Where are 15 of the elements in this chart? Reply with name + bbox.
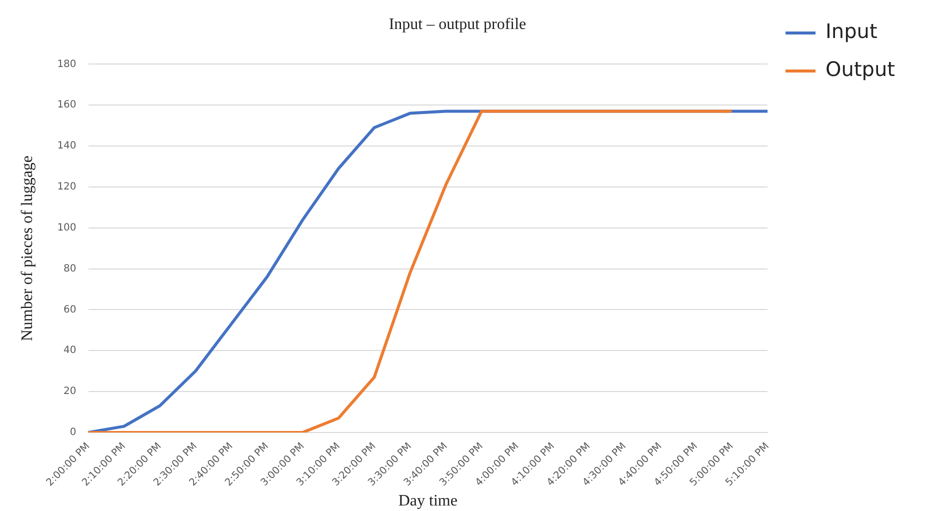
y-tick-label: 60 [64, 304, 76, 316]
y-tick-label: 20 [64, 386, 76, 398]
legend-label: Input [826, 19, 878, 44]
y-tick-label: 80 [64, 263, 76, 274]
y-tick-label: 180 [57, 58, 76, 70]
chart-title: Input – output profile [388, 16, 526, 33]
y-tick-label: 120 [57, 182, 76, 193]
y-axis-title: Number of pieces of luggage [18, 155, 36, 342]
y-tick-label: 160 [57, 100, 76, 111]
y-tick-label: 140 [57, 140, 76, 152]
y-tick-label: 100 [57, 222, 76, 234]
x-axis-title: Day time [398, 492, 458, 510]
y-tick-label: 40 [64, 345, 76, 356]
y-tick-label: 0 [70, 427, 76, 438]
legend-label: Output [826, 57, 896, 82]
